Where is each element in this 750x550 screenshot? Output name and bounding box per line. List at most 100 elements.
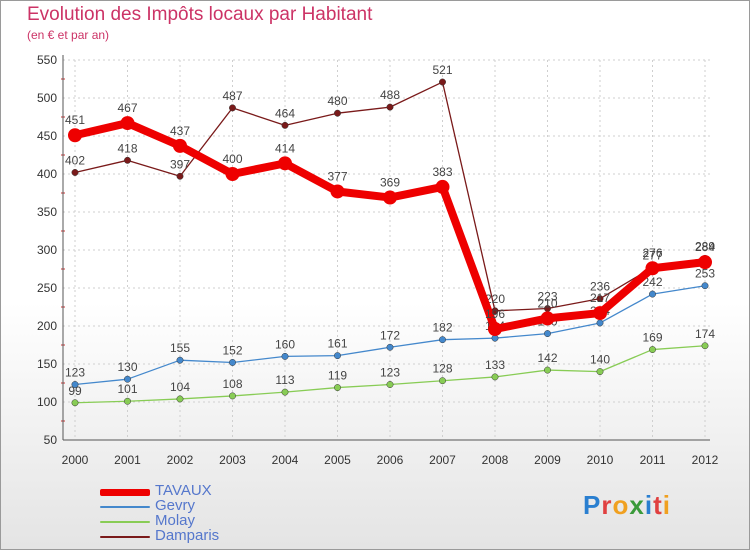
- data-point-gevry: [176, 356, 184, 364]
- data-point-damparis: [124, 156, 131, 164]
- data-label-damparis: 289: [695, 239, 715, 253]
- data-label-gevry: 123: [65, 366, 85, 380]
- line-chart: 50 100 150 200 250 300 350 400 450 500 550 2000 2001…: [37, 53, 719, 467]
- data-label-damparis: 220: [485, 292, 505, 306]
- legend-label-damparis: Damparis: [155, 527, 220, 544]
- data-point-molay: [176, 395, 184, 403]
- data-point-tavaux: [120, 116, 135, 131]
- data-point-damparis: [334, 109, 341, 117]
- x-tick-label: 2011: [640, 453, 666, 467]
- data-point-molay: [124, 397, 131, 405]
- data-point-tavaux: [68, 128, 82, 143]
- data-point-tavaux: [645, 261, 660, 276]
- data-point-damparis: [386, 103, 394, 111]
- data-label-molay: 174: [695, 327, 715, 341]
- x-tick-label: 2003: [219, 453, 246, 467]
- data-label-tavaux: 383: [432, 165, 452, 179]
- data-label-damparis: 402: [65, 153, 85, 167]
- data-point-tavaux: [278, 156, 292, 171]
- data-label-molay: 101: [117, 382, 137, 396]
- data-label-molay: 142: [537, 351, 557, 365]
- data-label-molay: 123: [380, 366, 400, 380]
- y-tick-label: 450: [37, 129, 57, 143]
- data-label-damparis: 236: [590, 280, 610, 294]
- data-point-damparis: [176, 172, 184, 180]
- y-tick-label: 550: [37, 53, 57, 67]
- data-point-tavaux: [540, 311, 555, 326]
- data-point-molay: [649, 346, 656, 354]
- data-point-damparis: [439, 78, 446, 86]
- data-label-damparis: 464: [275, 106, 295, 120]
- data-label-damparis: 277: [642, 248, 662, 262]
- data-point-molay: [701, 342, 709, 350]
- data-label-molay: 113: [275, 373, 294, 387]
- data-point-molay: [71, 399, 79, 407]
- data-label-damparis: 223: [537, 290, 557, 304]
- data-point-gevry: [334, 352, 341, 360]
- legend-label-gevry: Gevry: [155, 497, 196, 514]
- x-tick-label: 2006: [377, 453, 404, 467]
- data-label-damparis: 397: [170, 157, 190, 171]
- data-label-tavaux: 377: [327, 169, 347, 183]
- y-tick-label: 100: [37, 395, 57, 409]
- data-label-molay: 128: [432, 362, 452, 376]
- data-label-tavaux: 400: [222, 152, 242, 166]
- legend-swatch-damparis: [100, 536, 150, 538]
- data-label-damparis: 521: [432, 63, 452, 77]
- legend-label-molay: Molay: [155, 512, 196, 529]
- data-point-damparis: [229, 104, 236, 112]
- data-point-molay: [491, 373, 499, 381]
- x-tick-label: 2005: [324, 453, 351, 467]
- data-label-tavaux: 451: [65, 113, 85, 127]
- data-point-gevry: [124, 375, 131, 383]
- data-point-gevry: [281, 352, 289, 360]
- data-label-gevry: 155: [170, 341, 190, 355]
- chart-subtitle: (en € et par an): [27, 28, 110, 42]
- data-point-tavaux: [488, 322, 502, 337]
- x-tick-label: 2001: [114, 453, 141, 467]
- data-point-molay: [229, 392, 236, 400]
- data-point-molay: [281, 388, 289, 396]
- data-point-gevry: [596, 319, 604, 327]
- data-point-gevry: [71, 381, 79, 388]
- data-label-molay: 119: [328, 369, 347, 383]
- data-label-molay: 99: [68, 384, 82, 398]
- data-point-molay: [439, 377, 446, 385]
- data-point-tavaux: [593, 306, 607, 321]
- data-label-damparis: 487: [222, 89, 242, 103]
- data-label-damparis: 480: [327, 94, 347, 108]
- data-point-tavaux: [173, 138, 187, 153]
- data-label-molay: 169: [642, 331, 662, 345]
- data-point-molay: [386, 381, 394, 388]
- data-label-damparis: 418: [117, 141, 137, 155]
- data-label-gevry: 130: [117, 360, 137, 374]
- x-tick-label: 2004: [272, 453, 299, 467]
- data-point-tavaux: [435, 179, 450, 194]
- data-label-molay: 140: [590, 353, 610, 367]
- data-point-molay: [334, 384, 341, 392]
- data-point-gevry: [439, 336, 446, 344]
- data-point-tavaux: [330, 184, 345, 199]
- y-tick-label: 350: [37, 205, 57, 219]
- data-label-gevry: 182: [432, 321, 452, 335]
- data-label-gevry: 161: [327, 337, 347, 351]
- legend-swatch-molay: [100, 521, 150, 523]
- y-tick-label: 50: [44, 433, 58, 447]
- chart-title: Evolution des Impôts locaux par Habitant: [27, 4, 373, 25]
- data-label-tavaux: 276: [642, 246, 662, 260]
- legend-swatch-tavaux: [100, 489, 150, 496]
- data-label-molay: 108: [222, 377, 242, 391]
- data-point-damparis: [596, 295, 604, 303]
- x-tick-label: 2002: [167, 453, 194, 467]
- data-label-tavaux: 284: [695, 240, 715, 254]
- data-point-gevry: [649, 290, 656, 298]
- y-tick-label: 300: [37, 243, 57, 257]
- x-tick-label: 2007: [429, 453, 456, 467]
- data-label-molay: 104: [170, 380, 190, 394]
- data-label-tavaux: 210: [537, 296, 557, 310]
- x-tick-label: 2012: [692, 453, 719, 467]
- x-tick-label: 2010: [587, 453, 614, 467]
- data-label-tavaux: 196: [485, 307, 505, 321]
- legend-label-tavaux: TAVAUX: [155, 482, 212, 499]
